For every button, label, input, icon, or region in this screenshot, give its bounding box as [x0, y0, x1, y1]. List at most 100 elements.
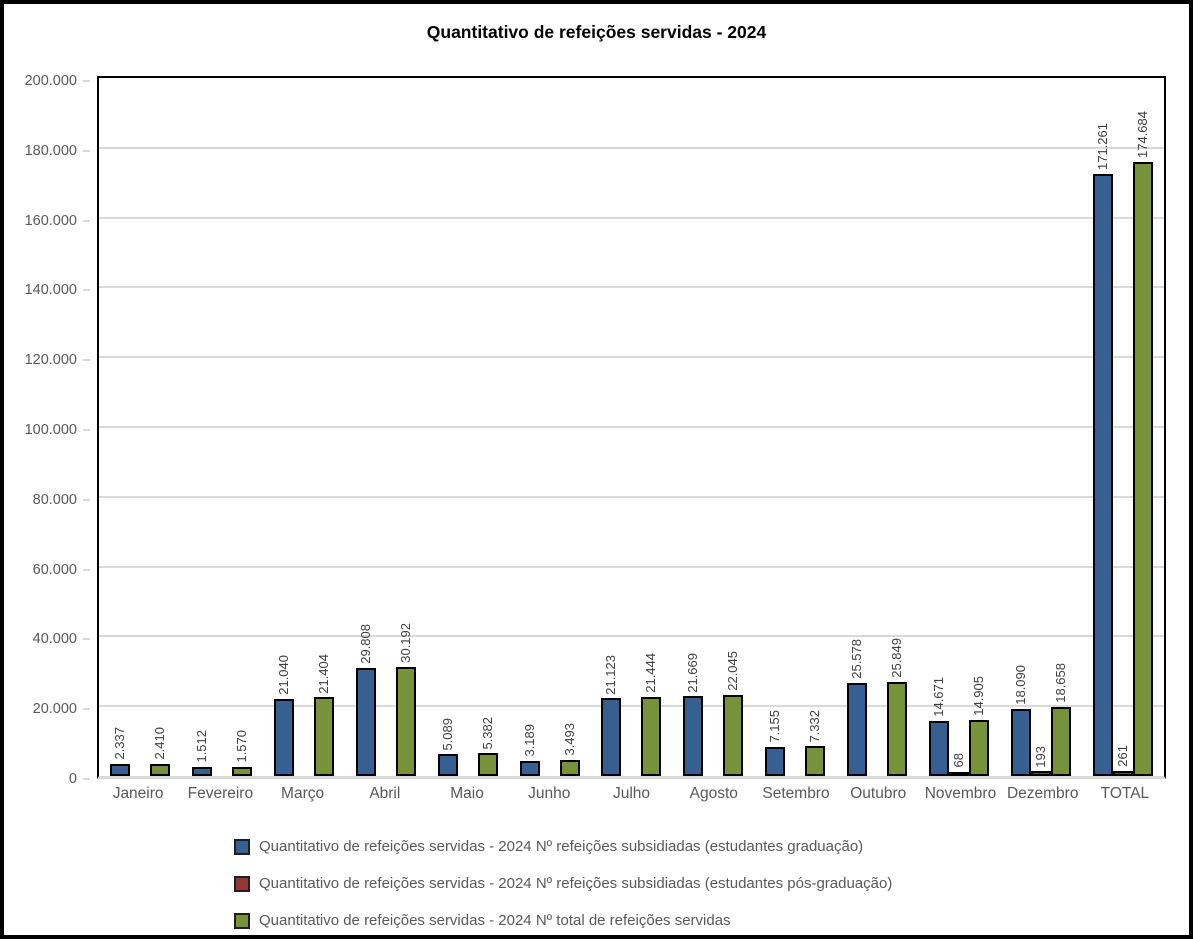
bar-series3-abril — [395, 666, 416, 776]
bar-slot: 21.444 — [641, 78, 662, 776]
bar-series1-janeiro — [109, 763, 130, 776]
bar-group-janeiro: 2.337 2.410 — [99, 78, 181, 776]
bar-slot: 171.261 — [1093, 78, 1114, 776]
y-tick-label: 120.000 — [24, 352, 77, 369]
legend-row-series3: Quantitativo de refeições servidas - 202… — [234, 912, 892, 929]
bar-series3-novembro — [969, 719, 990, 776]
plot-area: 2.337 2.410 1.512 1.570 21.040 21.404 29.808 30… — [97, 76, 1166, 779]
bar-slot: 21.404 — [313, 78, 334, 776]
y-tick-mark — [83, 149, 90, 152]
bar-slot: 2.337 — [109, 78, 130, 776]
legend-label: Quantitativo de refeições servidas - 202… — [259, 912, 731, 929]
legend-row-series2: Quantitativo de refeições servidas - 202… — [234, 875, 892, 892]
legend: Quantitativo de refeições servidas - 202… — [234, 838, 892, 929]
bar-series3-total — [1133, 162, 1154, 776]
gridline — [99, 705, 1164, 708]
bar-series2-novembro — [949, 771, 970, 776]
bar-layer: 2.337 2.410 1.512 1.570 21.040 21.404 29.808 30… — [99, 78, 1164, 776]
y-tick-mark — [83, 708, 90, 711]
bar-slot: 18.090 — [1011, 78, 1032, 776]
bar-value-label: 25.578 — [849, 638, 865, 679]
x-tick-label-setembro: Setembro — [762, 785, 830, 802]
x-tick-label-janeiro: Janeiro — [112, 785, 164, 802]
gridline — [99, 565, 1164, 568]
x-tick-label-maio: Maio — [450, 785, 484, 802]
bar-series2-total — [1113, 771, 1134, 776]
y-tick-label: 140.000 — [24, 282, 77, 299]
bar-slot: 14.905 — [969, 78, 990, 776]
bar-slot — [623, 78, 639, 776]
bar-series1-agosto — [683, 696, 704, 776]
bar-value-label: 30.192 — [397, 622, 413, 663]
x-tick-label-junho: Junho — [528, 785, 571, 802]
bar-value-label: 2.337 — [111, 727, 127, 760]
y-tick-mark — [83, 568, 90, 571]
legend-swatch-icon — [234, 875, 250, 892]
bar-slot: 5.089 — [437, 78, 458, 776]
bar-slot — [787, 78, 803, 776]
bar-value-label: 18.658 — [1053, 663, 1069, 703]
bar-slot: 25.849 — [887, 78, 908, 776]
bar-value-label: 1.570 — [233, 729, 249, 763]
bar-slot: 3.493 — [559, 78, 580, 776]
bar-slot — [214, 78, 230, 776]
bar-slot: 30.192 — [395, 78, 416, 776]
bar-value-label: 7.155 — [767, 710, 783, 744]
y-tick-label: 80.000 — [32, 491, 77, 508]
y-tick-label: 100.000 — [24, 422, 77, 438]
x-tick-label-dezembro: Dezembro — [1006, 785, 1079, 802]
x-axis: Janeiro Fevereiro Março Abril Maio Junho Julho… — [97, 785, 1166, 803]
y-tick-mark — [83, 80, 90, 82]
y-axis: 0 20.000 40.000 60.000 80.000 100.000 120.000 1… — [4, 73, 90, 787]
y-tick-label: 20.000 — [32, 701, 77, 718]
bar-group-novembro: 14.671 68 14.905 — [918, 78, 1000, 776]
gridline — [99, 146, 1164, 149]
legend-swatch-icon — [234, 912, 250, 929]
bar-value-label: 21.669 — [685, 652, 701, 693]
bar-value-label: 3.189 — [521, 724, 537, 757]
bar-slot: 25.578 — [847, 78, 868, 776]
bar-value-label: 14.671 — [931, 677, 947, 717]
bar-value-label: 2.410 — [151, 727, 167, 760]
bar-group-junho: 3.189 3.493 — [509, 78, 591, 776]
bar-slot: 5.382 — [477, 78, 498, 776]
bar-group-total: 171.261 261 174.684 — [1082, 78, 1164, 776]
bar-series3-janeiro — [149, 763, 170, 776]
y-tick-mark — [83, 289, 90, 292]
bar-group-outubro: 25.578 25.849 — [836, 78, 918, 776]
y-tick-mark — [83, 638, 90, 641]
y-tick-mark — [83, 778, 90, 780]
y-tick-mark — [83, 219, 90, 222]
gridline-layer — [99, 78, 1164, 776]
bar-series1-novembro — [929, 720, 950, 776]
bar-series1-julho — [601, 698, 622, 776]
legend-label: Quantitativo de refeições servidas - 202… — [259, 875, 893, 892]
bar-series1-abril — [355, 667, 376, 776]
x-tick-label-marco: Março — [281, 785, 325, 802]
bar-value-label: 193 — [1033, 745, 1049, 768]
x-tick-label-abril: Abril — [369, 785, 401, 802]
chart-title: Quantitativo de refeições servidas - 202… — [426, 22, 767, 42]
bar-slot: 7.155 — [765, 78, 786, 776]
bar-slot: 3.189 — [519, 78, 540, 776]
bar-value-label: 3.493 — [561, 723, 577, 756]
y-tick-label: 200.000 — [24, 73, 77, 89]
bar-slot: 21.123 — [601, 78, 622, 776]
gridline — [99, 356, 1164, 359]
bar-slot — [378, 78, 394, 776]
bar-series3-julho — [641, 697, 662, 776]
y-tick-label: 40.000 — [32, 631, 77, 648]
bar-series1-total — [1093, 174, 1114, 776]
bar-group-maio: 5.089 5.382 — [427, 78, 509, 776]
bar-slot — [460, 78, 476, 776]
bar-slot: 174.684 — [1133, 78, 1154, 776]
bar-slot: 21.669 — [683, 78, 704, 776]
x-tick-label-outubro: Outubro — [850, 785, 907, 802]
bar-series3-setembro — [805, 746, 826, 776]
x-tick-label-novembro: Novembro — [924, 785, 997, 802]
bar-slot — [542, 78, 558, 776]
bar-group-julho: 21.123 21.444 — [591, 78, 673, 776]
bar-value-label: 25.849 — [889, 638, 905, 678]
bar-value-label: 1.512 — [193, 730, 209, 763]
bar-value-label: 5.089 — [439, 717, 455, 751]
